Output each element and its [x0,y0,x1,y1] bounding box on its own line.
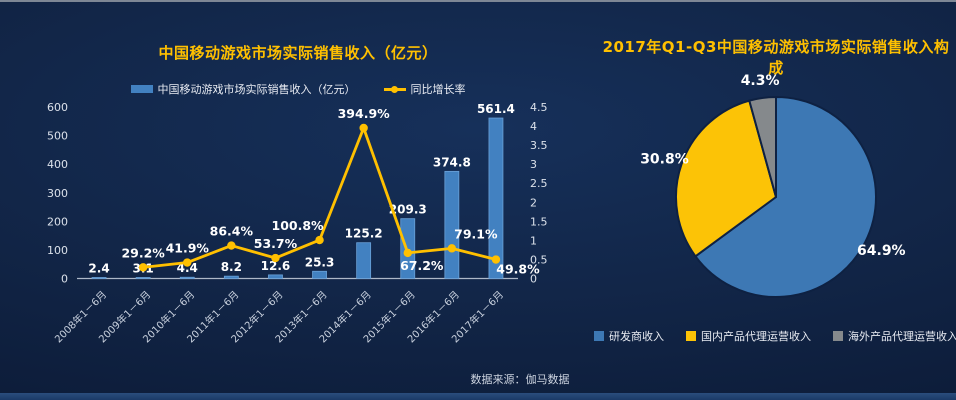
bar-series-swatch [130,85,153,93]
svg-text:125.2: 125.2 [345,227,383,241]
combo-chart-legend: 中国移动游戏市场实际销售收入（亿元） 同比增长率 [28,81,568,97]
pie-chart-title: 2017年Q1-Q3中国移动游戏市场实际销售收入构成 [602,38,950,77]
legend-item-overseas-agency-revenue: 海外产品代理运营收入 [833,328,956,344]
svg-text:29.2%: 29.2% [121,245,165,260]
svg-text:561.4: 561.4 [477,102,515,116]
svg-text:2.5: 2.5 [530,177,548,190]
svg-text:2: 2 [530,196,537,209]
svg-text:49.8%: 49.8% [496,262,540,277]
svg-text:0: 0 [530,273,537,286]
line-series-label: 同比增长率 [410,83,466,96]
data-source: 数据来源：伽马数据 [470,373,570,386]
svg-text:25.3: 25.3 [305,255,335,269]
svg-text:374.8: 374.8 [433,155,471,169]
domestic-agency-label: 国内产品代理运营收入 [701,330,811,343]
overseas-agency-label: 海外产品代理运营收入 [848,330,956,343]
svg-text:41.9%: 41.9% [166,241,210,256]
svg-text:64.9%: 64.9% [857,243,906,259]
legend-item-revenue: 中国移动游戏市场实际销售收入（亿元） [130,81,356,97]
svg-text:3: 3 [530,158,537,171]
pie-chart-canvas: 64.9% 30.8% 4.3% [640,73,906,298]
pie-chart-legend: 研发商收入 国内产品代理运营收入 海外产品代理运营收入 [594,328,956,344]
svg-text:30.8%: 30.8% [640,151,689,167]
svg-text:400: 400 [47,158,68,171]
combo-chart-title: 中国移动游戏市场实际销售收入（亿元） [158,44,438,62]
svg-text:4.5: 4.5 [530,101,548,114]
svg-text:4.3%: 4.3% [741,73,780,89]
combo-chart-section: 中国移动游戏市场实际销售收入（亿元） 中国移动游戏市场实际销售收入（亿元） 同比… [28,28,568,358]
svg-text:4.4: 4.4 [177,261,198,275]
bar-series-label: 中国移动游戏市场实际销售收入（亿元） [157,83,356,96]
svg-text:4: 4 [530,120,537,133]
svg-text:0: 0 [61,273,68,286]
domestic-agency-swatch [686,331,696,341]
developer-revenue-label: 研发商收入 [609,330,664,343]
svg-text:1: 1 [530,234,537,247]
svg-text:8.2: 8.2 [221,260,242,274]
overseas-agency-swatch [833,331,843,341]
developer-revenue-swatch [594,331,604,341]
svg-text:200: 200 [47,215,68,228]
svg-text:209.3: 209.3 [389,203,427,217]
line-marker-icon [390,85,398,93]
legend-item-developer-revenue: 研发商收入 [594,328,664,344]
legend-item-domestic-agency-revenue: 国内产品代理运营收入 [686,328,811,344]
svg-text:3.5: 3.5 [530,139,548,152]
svg-text:79.1%: 79.1% [454,226,498,241]
svg-text:86.4%: 86.4% [210,224,254,239]
svg-text:394.9%: 394.9% [338,106,391,121]
svg-text:0.5: 0.5 [530,253,548,266]
svg-text:1.5: 1.5 [530,215,548,228]
svg-text:67.2%: 67.2% [400,258,444,273]
legend-item-growth: 同比增长率 [383,81,466,97]
pie-chart-section: 2017年Q1-Q3中国移动游戏市场实际销售收入构成 64.9% 30.8% 4.3… [594,28,956,358]
svg-text:600: 600 [47,101,68,114]
combo-chart-canvas: 0 100 200 300 400 500 600 0 0.5 1 1.5 2 2.5 3 3.5 4 4.5 2… [47,101,548,345]
line-series-swatch [383,85,406,93]
svg-text:300: 300 [47,187,68,200]
svg-text:100.8%: 100.8% [272,218,325,233]
top-border-line [0,0,956,2]
svg-text:12.6: 12.6 [261,259,291,273]
svg-text:2.4: 2.4 [88,262,109,276]
svg-text:53.7%: 53.7% [254,236,298,251]
bottom-bar [0,393,956,400]
svg-text:100: 100 [47,244,68,257]
svg-text:500: 500 [47,130,68,143]
